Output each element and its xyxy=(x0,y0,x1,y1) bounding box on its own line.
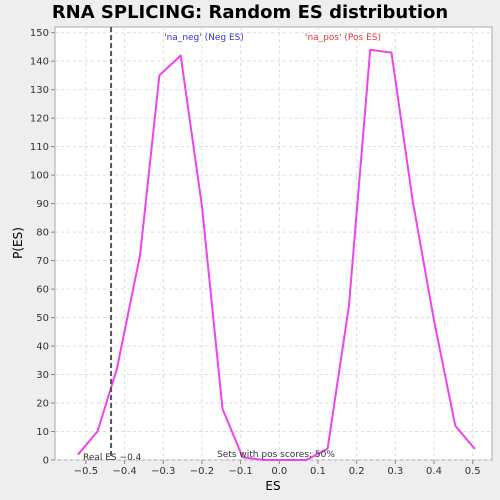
x-axis-label: ES xyxy=(265,479,280,493)
es-data-point xyxy=(326,447,329,450)
es-data-point xyxy=(433,319,435,322)
plot-area xyxy=(54,26,493,461)
pos-es-label: 'na_pos' (Pos ES) xyxy=(305,33,381,43)
x-tick-label: 0.2 xyxy=(349,466,365,477)
y-tick-label: 110 xyxy=(30,142,49,153)
es-data-point xyxy=(139,254,141,256)
es-distribution-line xyxy=(77,48,476,461)
x-tick-label: −0.4 xyxy=(112,466,136,477)
chart-title: RNA SPLICING: Random ES distribution xyxy=(52,2,448,23)
y-tick-label: 40 xyxy=(36,342,49,353)
es-data-point xyxy=(116,368,118,370)
es-data-point xyxy=(454,425,457,427)
x-tick-label: 0.1 xyxy=(310,466,326,477)
real-es-label: Real ES −0.4 xyxy=(83,453,142,463)
es-data-point xyxy=(411,199,414,202)
y-tick-label: 130 xyxy=(30,85,49,96)
y-tick-label: 30 xyxy=(36,370,49,381)
es-data-point xyxy=(473,447,476,450)
x-tick-label: −0.1 xyxy=(228,466,252,477)
y-tick-label: 90 xyxy=(36,199,49,210)
es-data-point xyxy=(284,459,286,461)
y-axis-label: P(ES) xyxy=(11,227,25,259)
x-tick-label: 0.0 xyxy=(271,466,287,477)
es-data-point xyxy=(390,51,393,54)
es-data-point xyxy=(221,407,224,410)
y-tick-label: 50 xyxy=(36,313,49,324)
y-tick-label: 80 xyxy=(36,228,49,239)
es-data-point xyxy=(96,430,99,433)
grid-lines xyxy=(55,27,492,461)
x-tick-label: −0.3 xyxy=(151,466,175,477)
es-data-point xyxy=(179,54,182,57)
x-tick-label: 0.3 xyxy=(387,466,403,477)
es-data-point xyxy=(201,205,203,208)
es-data-point xyxy=(77,453,80,456)
y-tick-label: 140 xyxy=(30,57,49,68)
y-tick-label: 0 xyxy=(43,456,49,467)
es-data-point xyxy=(305,459,308,461)
x-tick-label: 0.4 xyxy=(426,466,442,477)
y-tick-label: 100 xyxy=(30,171,49,182)
y-tick-label: 20 xyxy=(36,399,49,410)
es-data-point xyxy=(263,459,265,461)
es-data-point xyxy=(158,74,161,77)
pos-scores-note: Sets with pos scores: 50% xyxy=(217,450,335,460)
series-layer xyxy=(77,48,476,461)
y-tick-label: 70 xyxy=(36,256,49,267)
y-tick-label: 120 xyxy=(30,114,49,125)
y-tick-label: 60 xyxy=(36,285,49,296)
axis-ticks: −0.5 −0.4 −0.3 −0.2 −0.1 0.0 0.1 0.2 0.3 0.4 0.5 0 1… xyxy=(30,28,481,477)
es-data-point xyxy=(241,456,244,458)
es-data-point xyxy=(369,48,371,51)
neg-es-label: 'na_neg' (Neg ES) xyxy=(164,33,244,43)
es-data-point xyxy=(348,305,350,307)
x-tick-label: −0.5 xyxy=(74,466,98,477)
x-tick-label: −0.2 xyxy=(190,466,214,477)
x-tick-label: 0.5 xyxy=(465,466,481,477)
y-tick-label: 150 xyxy=(30,28,49,39)
y-tick-label: 10 xyxy=(36,427,49,438)
